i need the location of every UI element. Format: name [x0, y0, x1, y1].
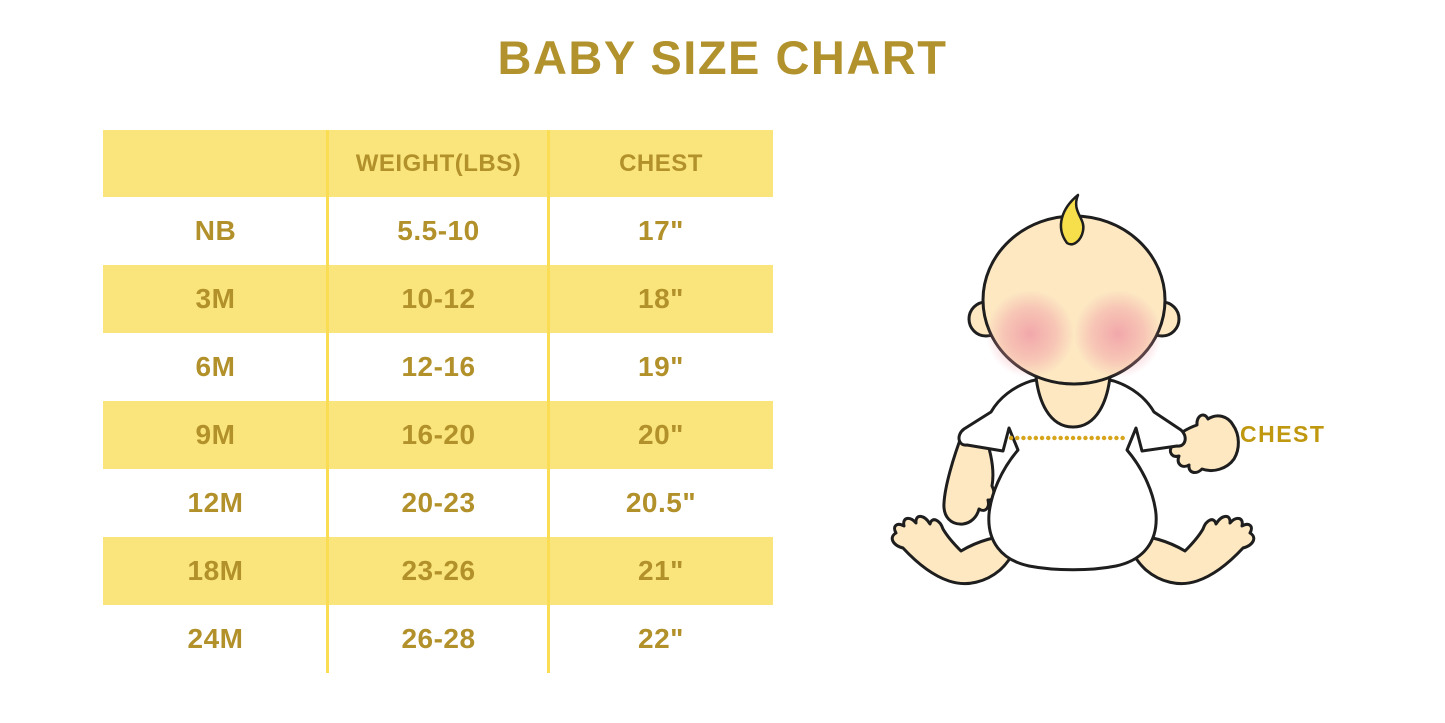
- table-cell-chest: 20": [638, 419, 684, 450]
- table-cell-chest: 18": [638, 283, 684, 314]
- baby-illustration: [890, 193, 1256, 585]
- table-cell-weight: 5.5-10: [397, 215, 480, 246]
- baby-left-cheek: [986, 290, 1074, 378]
- column-divider-1: [326, 130, 329, 673]
- baby-right-cheek: [1074, 290, 1162, 378]
- baby-right-arm-fist: [1166, 413, 1240, 474]
- table-cell-size: NB: [194, 215, 237, 246]
- table-cell-size: 24M: [187, 623, 244, 654]
- table-row: 24M 26-28 22": [103, 605, 773, 673]
- table-cell-weight: 23-26: [401, 555, 476, 586]
- table-cell-weight: 20-23: [401, 487, 476, 518]
- table-cell-weight: 10-12: [401, 283, 476, 314]
- table-cell-weight: 26-28: [401, 623, 476, 654]
- table-row: 6M 12-16 19": [103, 333, 773, 401]
- table-header-row: WEIGHT(LBS) CHEST: [103, 130, 773, 197]
- table-row: 3M 10-12 18": [103, 265, 773, 333]
- chest-label: CHEST: [1240, 421, 1326, 447]
- size-table-body: NB 5.5-10 17" 3M 10-12 18" 6M 12-16 19" 9M 16-20 20…: [103, 197, 773, 673]
- table-cell-chest: 20.5": [625, 487, 697, 518]
- table-cell-size: 12M: [187, 487, 244, 518]
- table-cell-chest: 17": [638, 215, 684, 246]
- column-divider-2: [547, 130, 550, 673]
- table-cell-chest: 19": [638, 351, 684, 382]
- page-title: BABY SIZE CHART: [497, 31, 948, 84]
- table-header-chest: CHEST: [619, 149, 703, 177]
- table-cell-chest: 21": [638, 555, 684, 586]
- size-table: WEIGHT(LBS) CHEST NB 5.5-10 17" 3M 10-12 18" 6…: [103, 130, 773, 673]
- table-cell-size: 3M: [195, 283, 236, 314]
- table-header-weight: WEIGHT(LBS): [355, 149, 522, 177]
- table-cell-chest: 22": [638, 623, 684, 654]
- table-cell-weight: 12-16: [401, 351, 476, 382]
- baby-left-arm: [942, 430, 996, 526]
- table-row: 18M 23-26 21": [103, 537, 773, 605]
- table-header-size: [103, 130, 328, 197]
- baby-right-leg: [1124, 514, 1256, 585]
- table-row: 12M 20-23 20.5": [103, 469, 773, 537]
- baby-shirt: [957, 375, 1187, 572]
- table-cell-size: 18M: [187, 555, 244, 586]
- baby-left-leg: [890, 514, 1022, 585]
- table-row: 9M 16-20 20": [103, 401, 773, 469]
- table-cell-size: 9M: [195, 419, 236, 450]
- table-row: NB 5.5-10 17": [103, 197, 773, 265]
- table-cell-weight: 16-20: [401, 419, 476, 450]
- table-cell-size: 6M: [195, 351, 236, 382]
- baby-hair-curl: [1059, 193, 1085, 246]
